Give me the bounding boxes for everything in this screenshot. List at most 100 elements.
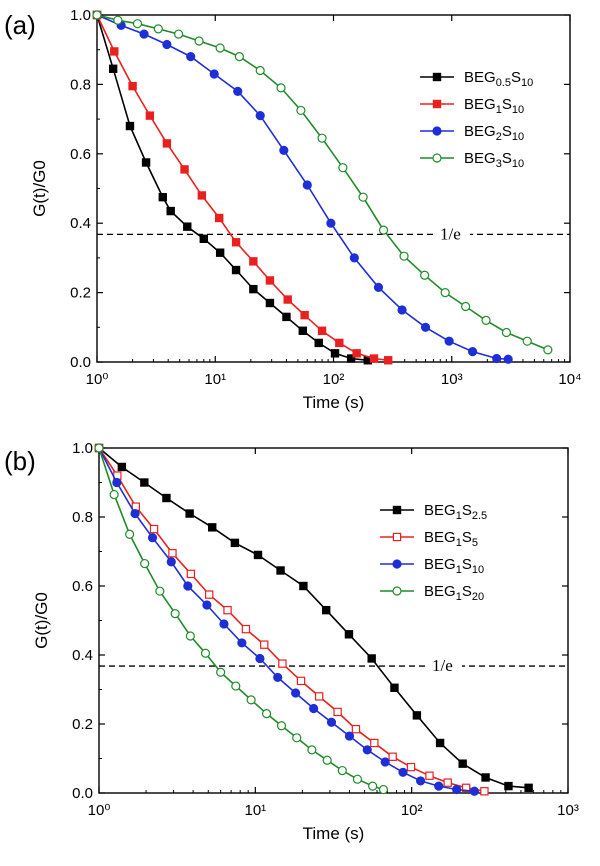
data-point xyxy=(292,733,302,743)
data-point xyxy=(112,477,122,488)
data-point xyxy=(223,605,232,615)
data-point xyxy=(435,738,445,748)
data-point xyxy=(273,672,283,683)
data-point xyxy=(168,549,177,558)
data-point xyxy=(504,781,513,791)
x-tick-label: 10¹ xyxy=(204,371,226,388)
panel-label: (b) xyxy=(4,446,36,476)
data-point xyxy=(255,111,265,121)
legend-label-text: BEG xyxy=(424,556,456,573)
data-point xyxy=(399,251,409,261)
data-point xyxy=(219,619,229,629)
y-tick-label: 0.8 xyxy=(70,76,91,93)
data-point xyxy=(296,676,306,686)
legend-label-subscript: 0.5 xyxy=(496,77,511,89)
legend-label-subscript: 2.5 xyxy=(472,510,487,522)
data-point xyxy=(298,326,307,335)
y-tick-label: 0.4 xyxy=(72,647,93,664)
x-tick-label: 10⁰ xyxy=(86,371,109,388)
series-line xyxy=(98,447,384,791)
legend-label-subscript: 1 xyxy=(456,510,462,522)
data-point xyxy=(415,776,426,786)
data-point xyxy=(261,709,272,719)
data-point xyxy=(461,301,471,312)
legend-label-text: S xyxy=(462,583,472,600)
data-point xyxy=(113,15,123,25)
data-point xyxy=(185,631,195,641)
data-point xyxy=(412,711,422,720)
data-point xyxy=(291,688,301,698)
data-point xyxy=(215,213,224,223)
data-point xyxy=(326,218,336,228)
data-point xyxy=(162,139,172,148)
legend-label-subscript: 10 xyxy=(512,158,524,170)
data-point xyxy=(265,276,275,285)
plot-frame xyxy=(96,14,571,363)
data-point xyxy=(255,653,265,664)
series-line xyxy=(98,447,475,793)
legend-label-subscript: 5 xyxy=(472,537,478,549)
legend-label: BEG2S10 xyxy=(464,123,524,143)
data-point xyxy=(183,222,192,231)
data-point xyxy=(378,784,389,795)
data-point xyxy=(230,538,240,548)
data-point xyxy=(125,121,135,131)
legend-label-text: S xyxy=(462,502,472,519)
data-point xyxy=(110,47,119,56)
data-point xyxy=(383,356,393,365)
data-point xyxy=(346,354,356,363)
legend-label-text: S xyxy=(511,69,521,86)
data-point xyxy=(373,282,384,292)
data-point xyxy=(481,315,491,325)
data-point xyxy=(352,349,361,358)
series-1 xyxy=(92,10,393,365)
data-point xyxy=(205,590,214,599)
data-point xyxy=(309,703,319,714)
series-0 xyxy=(92,10,372,365)
data-point xyxy=(432,99,442,109)
data-point xyxy=(503,354,513,364)
data-point xyxy=(299,581,308,591)
data-point xyxy=(432,153,442,163)
data-point xyxy=(524,783,533,793)
data-point xyxy=(158,192,167,202)
series-line xyxy=(96,14,549,351)
x-tick-label: 10⁰ xyxy=(88,802,111,819)
data-point xyxy=(200,648,211,658)
data-point xyxy=(481,773,490,782)
reference-label-bg xyxy=(428,652,462,673)
data-point xyxy=(392,532,402,542)
x-axis-title: Time (s) xyxy=(303,824,365,843)
data-point xyxy=(278,659,287,668)
data-point xyxy=(322,755,332,765)
data-point xyxy=(166,557,176,567)
legend-label-subscript: 10 xyxy=(512,131,524,143)
data-point xyxy=(117,462,127,472)
data-point xyxy=(147,533,158,543)
data-point xyxy=(296,105,306,116)
data-point xyxy=(392,505,402,515)
data-point xyxy=(180,165,189,174)
data-point xyxy=(351,724,361,734)
series-3 xyxy=(94,443,389,795)
data-point xyxy=(128,81,137,91)
data-point xyxy=(170,608,180,619)
data-point xyxy=(149,524,159,534)
x-tick-label: 10¹ xyxy=(244,802,266,819)
legend-label-text: S xyxy=(462,529,472,546)
data-point xyxy=(388,752,397,761)
legend-label: BEG1S2.5 xyxy=(424,502,487,522)
y-axis-title: G(t)/G0 xyxy=(30,160,49,217)
data-point xyxy=(233,86,243,96)
data-point xyxy=(162,39,172,50)
data-point xyxy=(92,10,102,20)
data-point xyxy=(109,489,119,500)
legend-label: BEG1S10 xyxy=(464,96,524,116)
data-point xyxy=(186,569,196,579)
data-point xyxy=(314,338,323,348)
data-point xyxy=(94,443,104,453)
data-point xyxy=(461,783,471,793)
legend-label-text: BEG xyxy=(424,529,456,546)
